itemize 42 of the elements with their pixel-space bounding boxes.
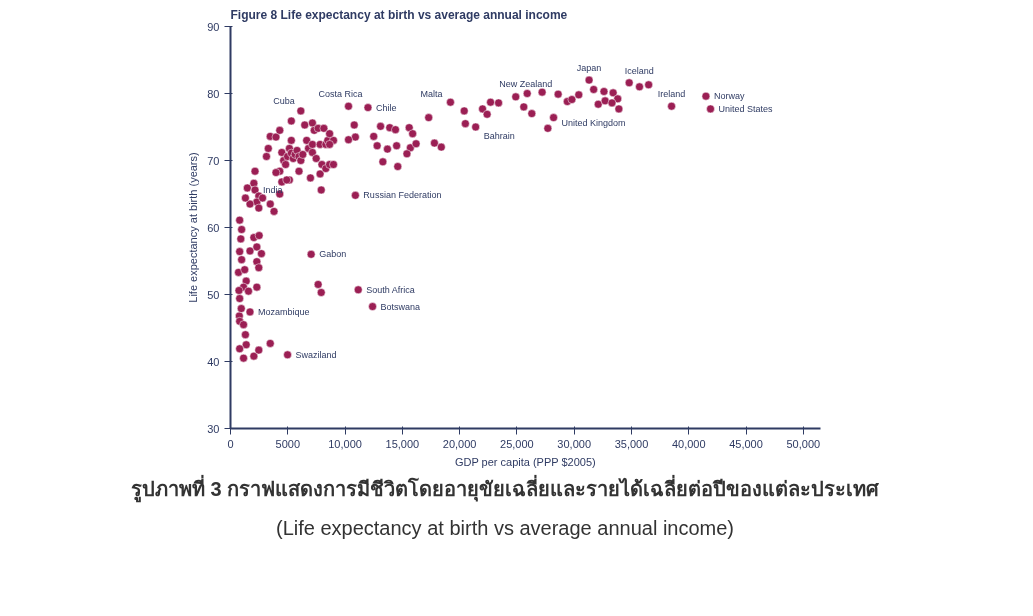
annotation: Chile — [375, 102, 397, 113]
annotation: India — [263, 184, 283, 195]
x-tick-label: 35,000 — [614, 437, 649, 450]
y-tick-label: 40 — [207, 355, 220, 368]
annotation: United Kingdom — [561, 117, 626, 128]
x-axis-title: GDP per capita (PPP $2005) — [454, 455, 596, 468]
x-tick-label: 30,000 — [557, 437, 592, 450]
annotation: Cuba — [273, 95, 295, 106]
x-tick-label: 20,000 — [442, 437, 477, 450]
annotation: Gabon — [319, 249, 347, 260]
annotation: United States — [718, 103, 774, 114]
annotation: Mozambique — [257, 306, 310, 317]
x-tick-label: 5000 — [275, 437, 301, 450]
x-tick-label: 40,000 — [671, 437, 706, 450]
x-tick-label: 25,000 — [500, 437, 534, 450]
x-tick-label: 45,000 — [729, 437, 763, 450]
x-tick-label: 10,000 — [328, 437, 362, 450]
annotation: Iceland — [624, 65, 654, 76]
y-tick-label: 80 — [207, 87, 220, 100]
x-tick-label: 50,000 — [786, 437, 821, 450]
y-tick-label: 30 — [207, 422, 220, 435]
x-tick-label: 15,000 — [385, 437, 420, 450]
y-tick-label: 90 — [207, 20, 220, 33]
y-tick-label: 70 — [207, 154, 220, 167]
annotation: Swaziland — [295, 349, 337, 360]
y-tick-label: 50 — [207, 288, 220, 301]
y-axis-title: Life expectancy at birth (years) — [187, 152, 200, 303]
annotation: Botswana — [380, 301, 421, 312]
annotation: Malta — [420, 89, 443, 100]
text: (Life expectancy at birth vs average annual income) — [275, 515, 735, 541]
annotation: New Zealand — [499, 78, 553, 89]
annotation: Norway — [713, 91, 745, 102]
annotation: South Africa — [366, 284, 415, 295]
annotation: Bahrain — [483, 131, 515, 141]
annotation: Ireland — [657, 89, 686, 100]
annotation: Japan — [576, 63, 602, 74]
y-tick-label: 60 — [207, 221, 220, 234]
chart-title: Figure 8 Life expectancy at birth vs average annual income — [230, 7, 568, 22]
annotation: Russian Federation — [363, 190, 442, 201]
text: รูปภาพที่ 3 กราฟแสดงการมีชีวิตโดยอายุขัยเฉลี่ยและรายได้เฉลี่ยต่อปีของแต่ละประเทศ — [130, 475, 880, 504]
x-tick-label: 0 — [227, 437, 234, 450]
annotation: Costa Rica — [318, 89, 363, 100]
